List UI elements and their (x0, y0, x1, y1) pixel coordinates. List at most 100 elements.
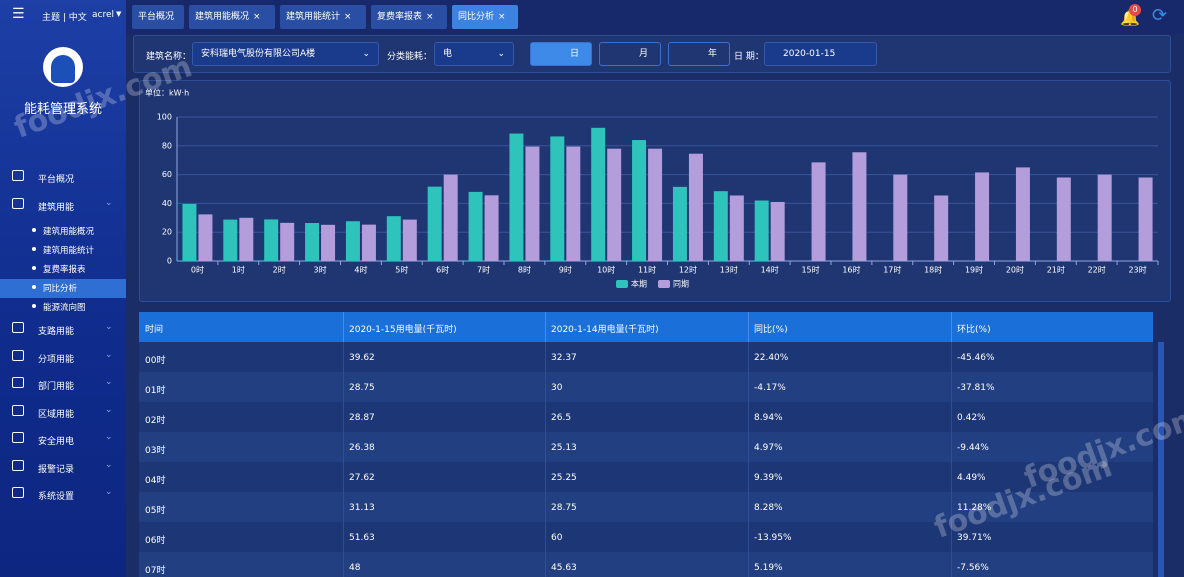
y-tick-label: 60 (162, 170, 172, 179)
menu-toggle[interactable]: ☰ (12, 6, 25, 22)
date-input[interactable]: 2020-01-15 (764, 42, 877, 66)
user[interactable]: acrel (92, 10, 115, 20)
tab[interactable]: 建筑用能统计 × (280, 5, 366, 29)
tab-label: 同比分析 (458, 12, 495, 22)
bar (1056, 177, 1071, 261)
bar (550, 136, 565, 261)
cell: 0.42% (957, 413, 986, 423)
app-title: 能耗管理系统 (23, 102, 102, 117)
filter-label: 分类能耗： (387, 52, 433, 62)
legend-label: 本期 (631, 279, 647, 289)
refresh[interactable]: ⟳ (1152, 5, 1168, 26)
submenu-item[interactable]: 建筑用能概况 (43, 227, 95, 237)
menu-item[interactable]: 报警记录 (38, 464, 75, 475)
submenu-item[interactable]: 同比分析 (43, 284, 78, 294)
period-button[interactable]: 月 (599, 42, 661, 66)
scrollbar[interactable] (1158, 342, 1164, 577)
tab[interactable]: 复费率报表 × (371, 5, 447, 29)
bar (607, 148, 622, 261)
tab-close[interactable]: × (253, 12, 261, 22)
menu-item[interactable]: 系统设置 (38, 492, 75, 502)
cell: 45.63 (551, 563, 577, 573)
cell-border (545, 432, 546, 462)
x-tick-label: 0时 (191, 265, 204, 275)
unit-label: 单位：kW·h (145, 88, 189, 98)
category-select[interactable]: 电 ⌄ (434, 42, 514, 66)
x-tick-label: 5时 (395, 265, 408, 275)
menu-icon (12, 432, 24, 443)
menu-item[interactable]: 分项用能 (38, 354, 75, 365)
caret: ▼ (116, 10, 122, 18)
tab[interactable]: 建筑用能概况 × (189, 5, 275, 29)
cell-border (545, 402, 546, 432)
menu-arrow: ⌄ (105, 459, 113, 470)
building-select[interactable]: 安科瑞电气股份有限公司A楼 ⌄ (192, 42, 379, 66)
y-tick-label: 0 (167, 257, 172, 266)
bullet (32, 228, 36, 232)
tab[interactable]: 同比分析 × (452, 5, 518, 29)
submenu-item[interactable]: 建筑用能统计 (43, 246, 95, 256)
menu-item[interactable]: 建筑用能 (38, 202, 75, 213)
x-tick-label: 7时 (477, 265, 490, 275)
bullet (32, 266, 36, 270)
menu-item[interactable]: 支路用能 (38, 327, 75, 337)
bar (852, 152, 867, 261)
bar (525, 146, 540, 261)
bar (264, 219, 279, 261)
cell-border (748, 372, 749, 402)
menu-item[interactable]: 安全用电 (38, 437, 75, 447)
tab[interactable]: 平台概况 (132, 5, 184, 29)
period-button[interactable]: 日 (530, 42, 592, 66)
tab-close[interactable]: × (344, 12, 352, 22)
menu-arrow: ⌄ (105, 487, 113, 497)
submenu-item[interactable]: 能源流向图 (43, 303, 86, 313)
active-bg (0, 279, 126, 298)
cell: 03时 (145, 446, 166, 456)
sidebar: ☰ 主题 | 中文 acrel ▼ 能耗管理系统 平台概况建筑用能 ⌄ 建筑用能概况… (0, 0, 126, 577)
menu-item[interactable]: 平台概况 (38, 175, 75, 185)
cell: -7.56% (957, 563, 989, 573)
cell: 02时 (145, 416, 166, 426)
x-tick-label: 22时 (1088, 265, 1106, 275)
menu-icon (12, 349, 24, 361)
cell: -13.95% (754, 533, 792, 543)
cell-border (343, 492, 344, 522)
bar (443, 174, 458, 261)
x-tick-label: 3时 (314, 265, 327, 275)
bar (754, 200, 769, 261)
submenu-item[interactable]: 复费率报表 (43, 265, 86, 275)
header-border (748, 312, 749, 342)
menu-icon (12, 404, 24, 416)
bar (223, 219, 238, 261)
cell: 8.28% (754, 503, 783, 513)
tab-close[interactable]: × (498, 12, 506, 22)
bar (1138, 177, 1153, 261)
table-header (139, 312, 1153, 342)
table-row (139, 522, 1153, 552)
cell: 11.28% (957, 503, 992, 513)
cell-border (343, 552, 344, 577)
menu-arrow: ⌄ (105, 432, 113, 442)
menu-item[interactable]: 部门用能 (38, 382, 75, 392)
table-row (139, 462, 1153, 492)
tab-close[interactable]: × (426, 12, 434, 22)
menu-arrow: ⌄ (105, 349, 113, 360)
cell: 04时 (145, 476, 166, 486)
cell: 25.25 (551, 473, 577, 483)
cell-border (343, 372, 344, 402)
top-links[interactable]: 主题 | 中文 (42, 13, 87, 23)
period-button[interactable]: 年 (668, 42, 730, 66)
bar (305, 223, 320, 261)
x-tick-label: 2时 (273, 265, 286, 275)
cell: 26.5 (551, 413, 572, 423)
tab-bar: 平台概况 建筑用能概况 × 建筑用能统计 × 复费率报表 × 同比分析 × 🔔 0 ⟳ (126, 0, 1184, 34)
x-tick-label: 8时 (518, 265, 531, 275)
table: 时间 2020-1-15用电量(千瓦时) 2020-1-14用电量(千瓦时) 同比(%… (139, 312, 1153, 577)
cell-border (545, 492, 546, 522)
cell: 51.63 (349, 533, 375, 543)
table-row (139, 552, 1153, 577)
select-value: 安科瑞电气股份有限公司A楼 (201, 49, 316, 59)
menu-item[interactable]: 区域用能 (38, 409, 75, 420)
bar (893, 174, 908, 261)
